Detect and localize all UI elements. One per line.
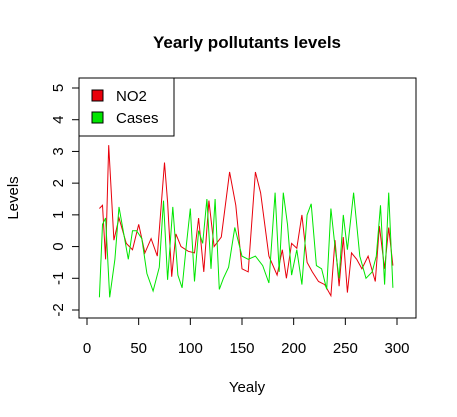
x-tick-label: 200: [281, 340, 306, 357]
legend: NO2 Cases: [79, 78, 174, 136]
x-tick-label: 100: [178, 340, 203, 357]
y-tick-label: 4: [50, 116, 67, 124]
y-tick-label: 3: [50, 147, 67, 155]
legend-swatch-cases: [92, 112, 103, 123]
x-tick-label: 0: [83, 340, 91, 357]
y-tick-label: -1: [50, 272, 67, 285]
y-tick-label: 5: [50, 84, 67, 92]
series-layer: [99, 145, 393, 297]
y-axis-label: Levels: [5, 176, 22, 219]
y-tick-label: -2: [50, 303, 67, 316]
legend-label-no2: NO2: [116, 88, 147, 105]
y-tick-label: 2: [50, 179, 67, 187]
legend-label-cases: Cases: [116, 110, 159, 127]
x-tick-label: 300: [384, 340, 409, 357]
y-tick-label: 0: [50, 242, 67, 250]
chart-title: Yearly pollutants levels: [153, 33, 341, 52]
y-tick-label: 1: [50, 211, 67, 219]
series-line-no2: [99, 145, 393, 296]
x-axis: 0 50 100 150 200 250 300: [83, 318, 410, 357]
x-axis-label: Yealy: [229, 379, 266, 396]
legend-box: [79, 78, 174, 136]
legend-swatch-no2: [92, 90, 103, 101]
x-tick-label: 250: [333, 340, 358, 357]
x-tick-label: 150: [229, 340, 254, 357]
x-tick-label: 50: [130, 340, 147, 357]
y-axis: -2 -1 0 1 2 3 4 5: [50, 84, 79, 317]
